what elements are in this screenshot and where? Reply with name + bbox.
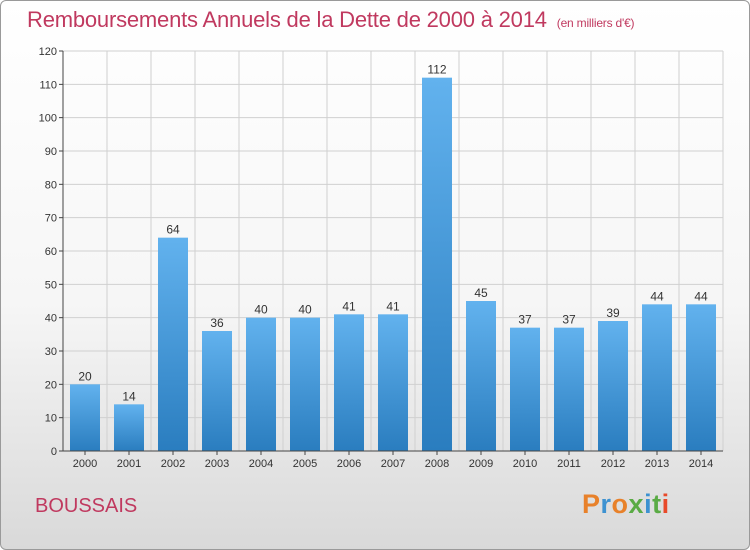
x-tick-label-2003: 2003 [205,458,229,470]
x-tick-label-2000: 2000 [73,458,97,470]
chart-title-text: Remboursements Annuels de la Dette de 20… [27,7,547,32]
x-tick-label-2002: 2002 [161,458,185,470]
y-tick-label: 110 [39,79,57,91]
data-label-2013: 44 [650,289,664,303]
data-label-2005: 40 [298,303,312,317]
logo-letter: i [661,489,670,519]
y-tick-label: 90 [45,146,57,158]
data-label-2014: 44 [694,289,708,303]
y-tick-label: 0 [51,446,57,458]
data-label-2002: 64 [166,223,180,237]
proxiti-logo: Proxiti [582,489,670,520]
bar-2009 [466,301,496,451]
y-tick-label: 40 [45,313,57,325]
data-label-2012: 39 [606,306,620,320]
x-tick-label-2013: 2013 [645,458,669,470]
town-name: BOUSSAIS [35,495,138,517]
y-tick-label: 60 [45,246,57,258]
data-label-2000: 20 [78,369,92,383]
bar-2013 [642,304,672,451]
data-label-2008: 112 [427,63,446,77]
x-tick-label-2009: 2009 [469,458,493,470]
x-axis: 2000 2001 2002 2003 2004 2005 2006 2007 2008 2009… [63,450,723,470]
y-tick-label: 30 [45,346,57,358]
y-tick-label: 120 [39,46,57,58]
bar-2008 [422,77,452,452]
bar-2014 [686,304,716,451]
x-tick-label-2001: 2001 [117,458,141,470]
data-label-2007: 41 [386,299,400,313]
y-tick-label: 50 [45,279,57,291]
logo-letter: o [611,489,629,519]
x-tick-label-2008: 2008 [425,458,449,470]
data-label-2001: 14 [122,389,136,403]
x-tick-label-2007: 2007 [381,458,405,470]
y-tick-label: 100 [39,113,57,125]
bar-2012 [598,321,628,451]
bar-2002 [158,237,188,451]
data-label-2004: 40 [254,303,268,317]
data-label-2003: 36 [210,316,224,330]
logo-letter: t [652,489,662,519]
logo-letter: x [628,489,645,519]
y-tick-label: 20 [45,379,57,391]
bar-2004 [246,317,276,451]
x-tick-label-2014: 2014 [689,458,713,470]
x-tick-label-2010: 2010 [513,458,537,470]
data-label-2010: 37 [518,313,532,327]
y-tick-label: 80 [45,179,57,191]
chart-unit: (en milliers d'€) [556,16,635,30]
logo-letter: r [600,489,612,519]
bars [70,77,716,452]
y-tick-label: 70 [45,213,57,225]
bar-2000 [70,384,100,451]
x-tick-label-2004: 2004 [249,458,273,470]
logo-letter: i [644,489,653,519]
bar-2003 [202,331,232,451]
data-label-2006: 41 [342,299,356,313]
chart-title: Remboursements Annuels de la Dette de 20… [27,7,635,33]
bar-2006 [334,314,364,451]
data-labels: 20 14 64 36 40 40 41 41 112 45 37 37 39 44 44 [78,63,708,404]
x-tick-label-2006: 2006 [337,458,361,470]
x-tick-label-2005: 2005 [293,458,317,470]
bar-2005 [290,317,320,451]
bar-2007 [378,314,408,451]
logo-letter: P [582,489,601,519]
x-tick-label-2011: 2011 [557,458,581,470]
bar-2001 [114,404,144,451]
bar-2011 [554,327,584,451]
y-tick-label: 10 [45,413,57,425]
x-tick-label-2012: 2012 [601,458,625,470]
data-label-2009: 45 [474,286,488,300]
data-label-2011: 37 [562,313,576,327]
y-axis: 0 10 20 30 40 50 60 70 80 90 100 110 120 [39,46,64,458]
bar-2010 [510,327,540,451]
